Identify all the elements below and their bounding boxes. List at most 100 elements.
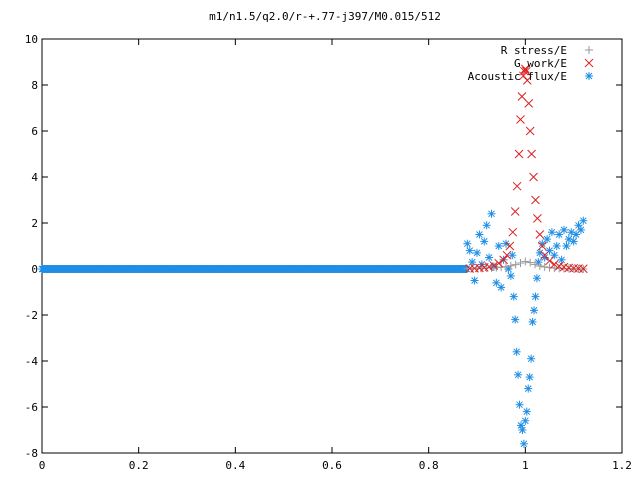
data-point <box>502 239 510 248</box>
data-point <box>579 216 588 225</box>
data-point <box>531 195 540 205</box>
data-point <box>535 262 544 271</box>
x-tick-label: 0.6 <box>322 459 342 472</box>
x-tick-label: 0.4 <box>225 459 245 472</box>
legend-marker <box>584 58 594 68</box>
x-tick-label: 1.2 <box>612 459 632 472</box>
y-tick-label: 10 <box>25 33 38 46</box>
data-point <box>545 256 554 266</box>
data-point <box>499 255 508 265</box>
y-tick-label: 8 <box>31 79 38 92</box>
data-point <box>514 370 523 379</box>
data-point <box>515 400 524 409</box>
data-point <box>526 258 535 267</box>
data-point <box>537 241 547 251</box>
data-point <box>530 306 539 315</box>
data-point <box>520 64 530 74</box>
y-tick-label: 6 <box>31 125 38 138</box>
data-point <box>557 255 566 264</box>
data-point <box>482 221 491 230</box>
data-point <box>489 261 499 270</box>
data-point <box>470 276 479 285</box>
data-point <box>547 228 556 237</box>
data-point <box>522 407 531 416</box>
data-point <box>519 439 528 448</box>
data-point <box>494 242 503 250</box>
data-point <box>527 149 536 159</box>
series-layer <box>38 64 588 448</box>
data-point <box>524 384 533 393</box>
data-point <box>525 373 534 382</box>
data-point <box>502 262 510 271</box>
plot-frame <box>41 38 623 454</box>
data-point <box>532 274 541 283</box>
data-point <box>578 264 588 274</box>
data-point <box>473 248 481 257</box>
legend-label: Acoustic flux/E <box>468 70 567 83</box>
x-tick-label: 0.2 <box>129 459 149 472</box>
data-point <box>576 225 585 234</box>
series-1 <box>465 64 588 274</box>
chart-title: m1/n1.5/q2.0/r-+.77-j397/M0.015/512 <box>209 10 441 23</box>
data-point <box>509 292 518 301</box>
y-tick-label: 2 <box>31 217 38 230</box>
x-tick-label: 1 <box>522 459 529 472</box>
data-point <box>524 99 534 108</box>
data-point <box>506 261 515 270</box>
data-point <box>535 230 545 239</box>
data-point <box>463 239 472 248</box>
data-point <box>529 172 538 182</box>
data-point <box>475 230 484 239</box>
data-point <box>552 242 561 250</box>
data-point <box>497 283 506 292</box>
y-tick-label: -2 <box>25 309 38 322</box>
data-point <box>533 214 542 223</box>
x-tick-label: 0.8 <box>419 459 439 472</box>
data-point <box>569 237 578 246</box>
data-point <box>521 66 531 76</box>
data-point <box>502 250 512 260</box>
data-point <box>521 257 530 266</box>
y-tick-label: 4 <box>31 171 38 184</box>
series-2 <box>38 209 588 448</box>
data-point <box>480 237 489 246</box>
data-point <box>543 235 552 244</box>
data-point <box>517 92 527 101</box>
data-point <box>528 317 537 326</box>
data-point <box>522 76 532 85</box>
data-point <box>511 260 520 269</box>
data-point <box>531 292 540 301</box>
data-point <box>508 251 517 260</box>
y-tick-label: -6 <box>25 401 38 414</box>
data-point <box>485 253 494 262</box>
data-point <box>516 115 525 124</box>
data-point <box>512 347 521 356</box>
y-tick-label: -4 <box>25 355 39 368</box>
data-point <box>562 242 571 250</box>
data-point <box>505 241 515 251</box>
data-point <box>487 209 496 218</box>
data-point <box>465 246 474 255</box>
y-tick-label: -8 <box>25 447 38 460</box>
axis-ticks <box>41 38 623 454</box>
data-point <box>494 258 504 268</box>
data-point <box>540 250 550 260</box>
legend-label: R stress/E <box>501 44 567 57</box>
data-point <box>531 260 539 269</box>
data-point <box>506 271 515 280</box>
data-point <box>527 354 536 363</box>
data-point <box>511 315 520 324</box>
legend-marker <box>585 72 593 80</box>
data-point <box>521 416 530 425</box>
data-point <box>514 149 524 159</box>
legend-label: G work/E <box>514 57 567 70</box>
data-point <box>525 126 535 136</box>
y-tick-label: 0 <box>31 263 38 276</box>
axis-tick-labels: 0 0.2 0.4 0.6 0.8 1 1.2 -8 -6 -4 -2 0 2 4 6 8 10 <box>25 33 632 472</box>
data-point <box>520 66 529 76</box>
x-tick-label: 0 <box>39 459 46 472</box>
data-point <box>512 181 522 191</box>
data-point <box>560 225 568 234</box>
